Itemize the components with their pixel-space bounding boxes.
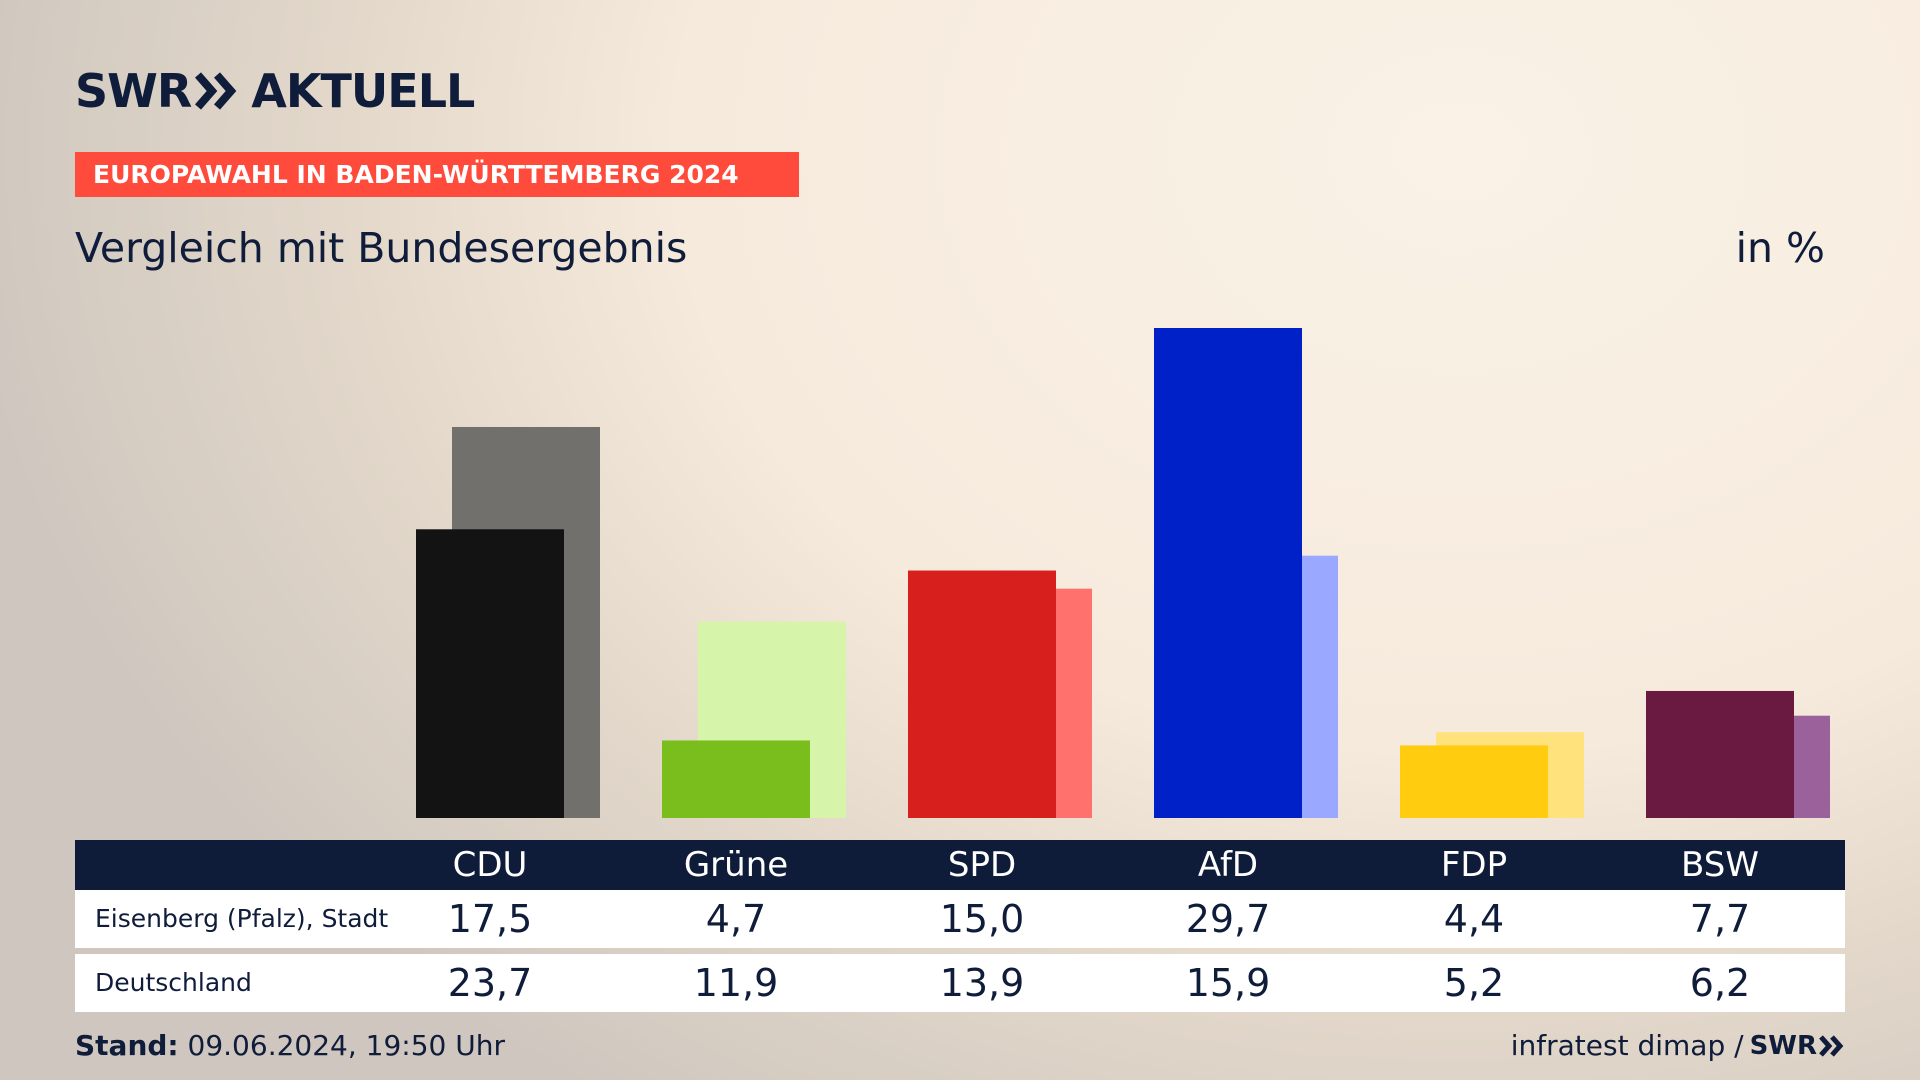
source-text: infratest dimap / [1510,1029,1744,1062]
value-cell: 6,2 [1689,961,1751,1005]
row-label-local: Eisenberg (Pfalz), Stadt [95,904,389,933]
value-cell: 7,7 [1689,897,1751,941]
value-cell: 13,9 [939,961,1025,1005]
stand-value: 09.06.2024, 19:50 Uhr [187,1029,505,1062]
column-header-spd: SPD [947,845,1017,885]
value-cell: 5,2 [1443,961,1505,1005]
footer-swr-text: SWR [1749,1031,1817,1061]
election-banner: EUROPAWAHL IN BADEN-WÜRTTEMBERG 2024 [75,152,799,197]
value-cell: 15,0 [939,897,1025,941]
bar-chart [416,328,1830,818]
bar-local-cdu [416,529,564,818]
value-cell: 4,4 [1443,897,1505,941]
footer-source: infratest dimap / SWR [1511,1028,1845,1064]
table-header-row: CDU Grüne SPD AfD FDP BSW [75,840,1845,890]
chart-subtitle: Vergleich mit Bundesergebnis [75,224,688,272]
stand-label: Stand: [75,1029,179,1062]
double-chevron-icon [195,72,237,110]
row-label-germany: Deutschland [95,968,252,997]
table-row-germany: Deutschland 23,7 11,9 13,9 15,9 5,2 6,2 [75,954,1845,1012]
swr-aktuell-logo: SWR AKTUELL [75,64,475,118]
column-header-grne: Grüne [683,845,789,885]
value-cell: 17,5 [447,897,533,941]
footer-timestamp: Stand: 09.06.2024, 19:50 Uhr [75,1028,505,1064]
bar-local-fdp [1400,745,1548,818]
value-cell: 29,7 [1185,897,1271,941]
column-header-cdu: CDU [452,845,528,885]
unit-label: in % [1735,224,1825,272]
bar-local-spd [908,570,1056,818]
value-cell: 23,7 [447,961,533,1005]
bar-local-bsw [1646,690,1794,818]
column-header-afd: AfD [1197,845,1259,885]
value-cell: 15,9 [1185,961,1271,1005]
table-row-local: Eisenberg (Pfalz), Stadt 17,5 4,7 15,0 29,7… [75,890,1845,948]
results-table: CDU Grüne SPD AfD FDP BSW Eisenberg (Pfalz), … [75,840,1845,1012]
logo-swr-text: SWR [75,64,192,118]
value-cell: 11,9 [693,961,779,1005]
logo-aktuell-text: AKTUELL [251,64,475,118]
bar-local-grne [662,740,810,818]
value-cell: 4,7 [705,897,767,941]
double-chevron-icon [1819,1035,1844,1057]
bar-local-afd [1154,328,1302,818]
column-header-fdp: FDP [1440,845,1508,885]
column-header-bsw: BSW [1681,845,1759,885]
